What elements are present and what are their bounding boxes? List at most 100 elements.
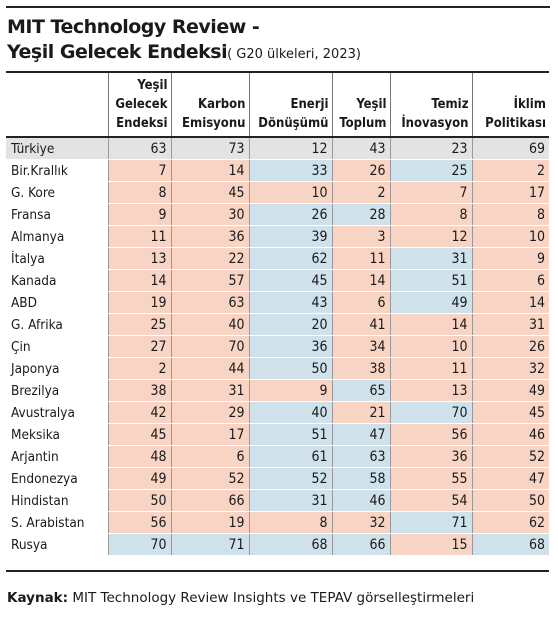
- value-cell: 40: [170, 313, 249, 336]
- value-cell: 47: [331, 423, 390, 446]
- value-cell: 31: [248, 489, 332, 512]
- value-cell: 71: [389, 511, 472, 534]
- value-cell: 58: [331, 467, 390, 490]
- table-row: Meksika 45 17 51 47 56 46: [6, 423, 549, 446]
- value-cell: 66: [331, 533, 390, 556]
- header-line: Emisyonu: [182, 116, 246, 131]
- value-cell: 70: [107, 533, 171, 556]
- table-row: Rusya 70 71 68 66 15 68: [6, 533, 549, 556]
- value-cell: 25: [107, 313, 171, 336]
- header-line: İklim: [513, 97, 546, 112]
- header-line: Gelecek: [115, 97, 168, 112]
- value-cell: 45: [170, 181, 249, 204]
- value-cell: 70: [170, 335, 249, 358]
- value-cell: 36: [389, 445, 472, 468]
- value-cell: 8: [389, 203, 472, 226]
- table-row: Endonezya 49 52 52 58 55 47: [6, 467, 549, 490]
- country-cell: Fransa: [6, 203, 108, 226]
- value-cell: 28: [331, 203, 390, 226]
- country-cell: G. Kore: [6, 181, 108, 204]
- value-cell: 11: [331, 247, 390, 270]
- value-cell: 36: [248, 335, 332, 358]
- table-row: Japonya 2 44 50 38 11 32: [6, 357, 549, 380]
- value-cell: 50: [248, 357, 332, 380]
- value-cell: 11: [389, 357, 472, 380]
- country-cell: Rusya: [6, 533, 108, 556]
- header-line: Dönüşümü: [258, 116, 329, 131]
- value-cell: 46: [331, 489, 390, 512]
- value-cell: 32: [471, 357, 549, 380]
- value-cell: 38: [107, 379, 171, 402]
- value-cell: 57: [170, 269, 249, 292]
- country-cell: İtalya: [6, 247, 108, 270]
- value-cell: 47: [471, 467, 549, 490]
- value-cell: 22: [170, 247, 249, 270]
- value-cell: 36: [170, 225, 249, 248]
- header-row: Yeşil Gelecek Endeksi Karbon Emisyonu En…: [6, 71, 549, 138]
- value-cell: 49: [471, 379, 549, 402]
- header-yesil-toplum: Yeşil Toplum: [331, 71, 390, 138]
- table-row: Türkiye 63 73 12 43 23 69: [6, 137, 549, 160]
- value-cell: 31: [389, 247, 472, 270]
- value-cell: 3: [331, 225, 390, 248]
- value-cell: 32: [331, 511, 390, 534]
- table-row: Bir.Krallık 7 14 33 26 25 2: [6, 159, 549, 182]
- table-row: Arjantin 48 6 61 63 36 52: [6, 445, 549, 468]
- value-cell: 51: [248, 423, 332, 446]
- table-row: G. Afrika 25 40 20 41 14 31: [6, 313, 549, 336]
- value-cell: 46: [471, 423, 549, 446]
- value-cell: 50: [107, 489, 171, 512]
- value-cell: 42: [107, 401, 171, 424]
- value-cell: 49: [107, 467, 171, 490]
- value-cell: 68: [471, 533, 549, 556]
- table-row: İtalya 13 22 62 11 31 9: [6, 247, 549, 270]
- value-cell: 13: [389, 379, 472, 402]
- header-karbon-emisyonu: Karbon Emisyonu: [170, 71, 249, 138]
- table-row: Çin 27 70 36 34 10 26: [6, 335, 549, 358]
- value-cell: 56: [107, 511, 171, 534]
- source-text: MIT Technology Review Insights ve TEPAV …: [68, 590, 475, 606]
- value-cell: 63: [107, 137, 171, 160]
- value-cell: 52: [170, 467, 249, 490]
- value-cell: 26: [331, 159, 390, 182]
- value-cell: 54: [389, 489, 472, 512]
- country-cell: Avustralya: [6, 401, 108, 424]
- value-cell: 2: [471, 159, 549, 182]
- value-cell: 31: [471, 313, 549, 336]
- chart-note: ( G20 ülkeleri, 2023): [227, 47, 361, 62]
- value-cell: 69: [471, 137, 549, 160]
- value-cell: 6: [471, 269, 549, 292]
- header-yesil-gelecek-endeksi: Yeşil Gelecek Endeksi: [107, 71, 171, 138]
- value-cell: 9: [471, 247, 549, 270]
- value-cell: 25: [389, 159, 472, 182]
- country-cell: Kanada: [6, 269, 108, 292]
- table-row: Almanya 11 36 39 3 12 10: [6, 225, 549, 248]
- value-cell: 61: [248, 445, 332, 468]
- country-cell: Çin: [6, 335, 108, 358]
- value-cell: 13: [107, 247, 171, 270]
- value-cell: 8: [248, 511, 332, 534]
- value-cell: 8: [471, 203, 549, 226]
- value-cell: 10: [248, 181, 332, 204]
- value-cell: 12: [389, 225, 472, 248]
- value-cell: 7: [389, 181, 472, 204]
- value-cell: 38: [331, 357, 390, 380]
- value-cell: 10: [471, 225, 549, 248]
- value-cell: 23: [389, 137, 472, 160]
- value-cell: 2: [331, 181, 390, 204]
- source-line: Kaynak: MIT Technology Review Insights v…: [7, 590, 474, 606]
- chart-title: MIT Technology Review -: [7, 16, 260, 38]
- value-cell: 63: [170, 291, 249, 314]
- value-cell: 10: [389, 335, 472, 358]
- value-cell: 56: [389, 423, 472, 446]
- value-cell: 49: [389, 291, 472, 314]
- country-cell: Almanya: [6, 225, 108, 248]
- table-row: Avustralya 42 29 40 21 70 45: [6, 401, 549, 424]
- header-country: [6, 71, 108, 138]
- table-row: Fransa 9 30 26 28 8 8: [6, 203, 549, 226]
- value-cell: 62: [248, 247, 332, 270]
- value-cell: 45: [107, 423, 171, 446]
- value-cell: 20: [248, 313, 332, 336]
- value-cell: 65: [331, 379, 390, 402]
- value-cell: 52: [471, 445, 549, 468]
